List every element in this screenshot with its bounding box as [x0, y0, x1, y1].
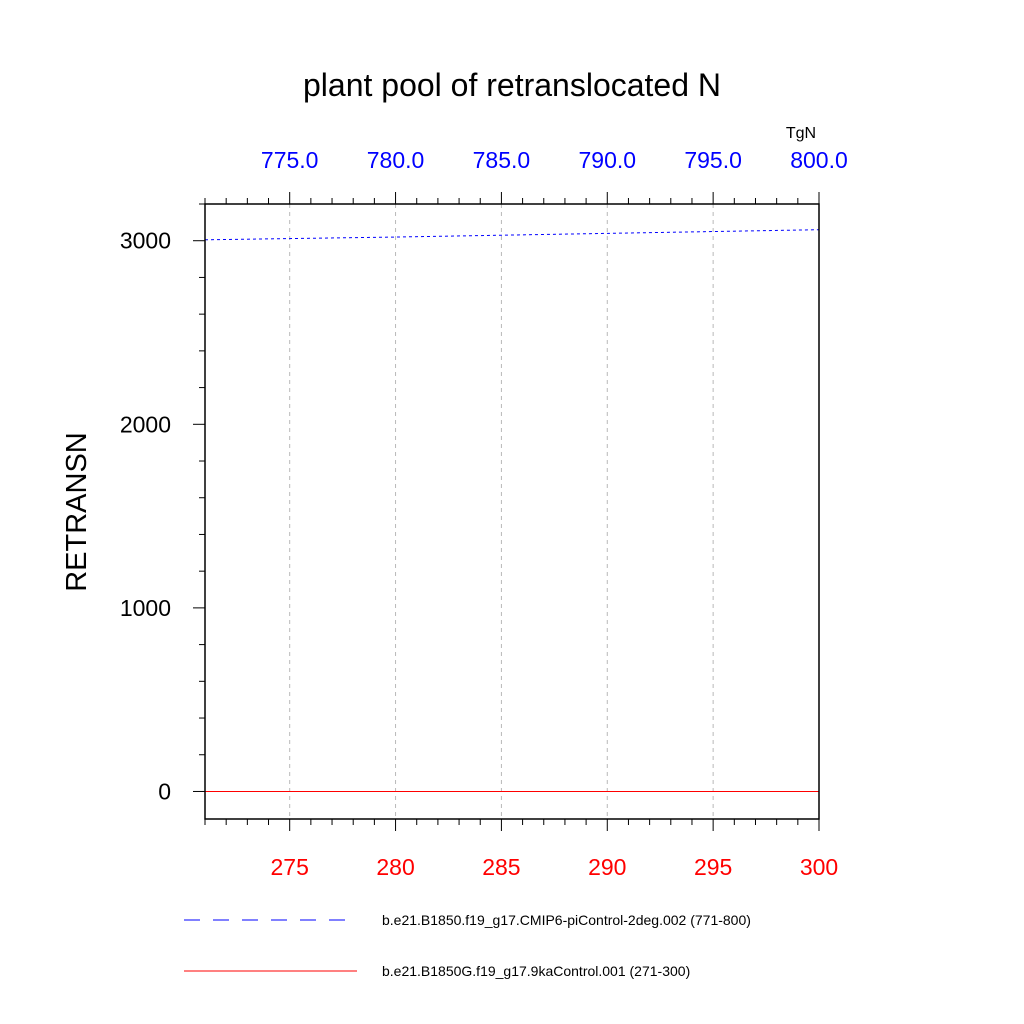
legend-label: b.e21.B1850G.f19_g17.9kaControl.001 (271… — [382, 963, 690, 979]
axis-ticks — [193, 192, 820, 831]
x-top-tick-label: 775.0 — [261, 147, 319, 173]
y-tick-label: 0 — [158, 778, 171, 804]
x-bottom-tick-label: 295 — [694, 854, 732, 880]
y-tick-label: 3000 — [120, 228, 171, 254]
x-bottom-tick-label: 285 — [482, 854, 520, 880]
series-lines — [204, 229, 820, 792]
blue-dashed-series-line — [204, 229, 820, 241]
x-top-tick-label: 785.0 — [473, 147, 531, 173]
y-tick-label: 2000 — [120, 411, 171, 437]
chart-title: plant pool of retranslocated N — [303, 67, 721, 103]
y-tick-label: 1000 — [120, 595, 171, 621]
x-top-tick-label: 780.0 — [367, 147, 425, 173]
plot-frame — [204, 203, 820, 820]
y-axis-label: RETRANSN — [61, 432, 93, 592]
legend-label: b.e21.B1850.f19_g17.CMIP6-piControl-2deg… — [382, 912, 751, 928]
legend: b.e21.B1850.f19_g17.CMIP6-piControl-2deg… — [184, 912, 751, 979]
x-top-tick-label: 795.0 — [684, 147, 742, 173]
x-bottom-tick-label: 275 — [271, 854, 309, 880]
x-bottom-tick-label: 300 — [800, 854, 838, 880]
x-bottom-tick-label: 280 — [376, 854, 414, 880]
x-top-tick-label: 800.0 — [790, 147, 848, 173]
x-top-tick-label: 790.0 — [578, 147, 636, 173]
x-bottom-tick-label: 290 — [588, 854, 626, 880]
grid-lines — [289, 204, 714, 819]
tick-labels: 275 280 285 290 295 300 775.0 780.0 785.0 790.0 79… — [120, 147, 848, 880]
top-axis-unit: TgN — [786, 125, 816, 142]
